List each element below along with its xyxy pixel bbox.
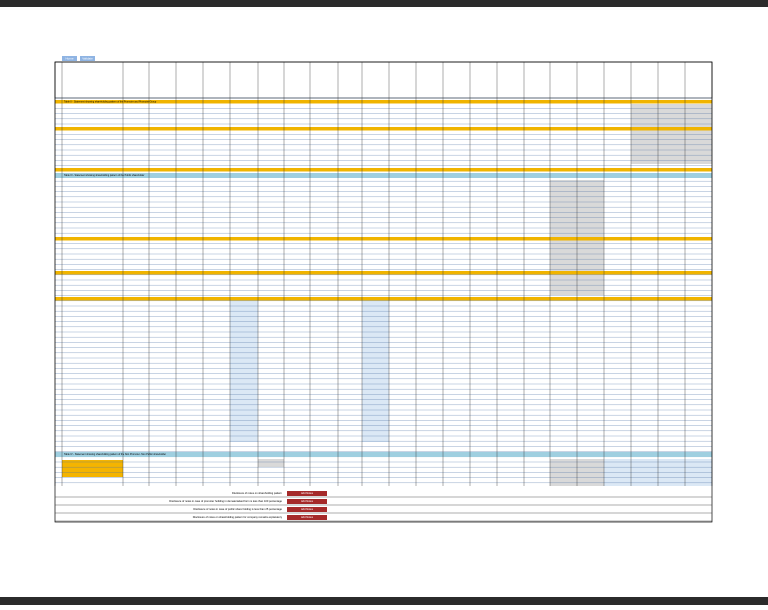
button-label[interactable]: Home (65, 56, 73, 60)
section-band (55, 297, 712, 301)
section-title: Table II - Statement showing shareholdin… (64, 100, 157, 103)
home-button[interactable] (62, 56, 77, 61)
section-band (55, 173, 712, 178)
shaded-column (362, 297, 389, 442)
section-title: Table IV - Statement showing shareholdin… (64, 453, 166, 456)
validate-button[interactable] (80, 56, 95, 61)
section-title: Table III - Statement showing shareholdi… (64, 174, 145, 177)
button-label[interactable]: Add Notes (301, 507, 314, 511)
section-band (55, 452, 712, 457)
top-bar (0, 0, 768, 7)
note-label: Disclosure of notes on shareholding patt… (193, 515, 283, 519)
section-band (55, 237, 712, 241)
section-band (55, 271, 712, 275)
highlight-cell (62, 460, 123, 477)
add-notes-button[interactable] (287, 515, 327, 520)
button-label[interactable]: Add Notes (301, 491, 314, 495)
button-label[interactable]: Add Notes (301, 499, 314, 503)
bottom-bar (0, 597, 768, 605)
table-border (54, 61, 713, 523)
section-band (55, 100, 712, 104)
sheet: Table II - Statement showing shareholdin… (54, 61, 713, 523)
note-label: Disclosure of notes in case of promoter … (169, 499, 282, 503)
button-label[interactable]: Add Notes (301, 515, 314, 519)
grey-block (258, 459, 284, 467)
add-notes-button[interactable] (287, 507, 327, 512)
grey-block (631, 104, 712, 164)
note-label: Disclosure of notes on shareholding patt… (232, 491, 283, 495)
note-label: Disclosure of notes in case of public sh… (193, 507, 282, 511)
add-notes-button[interactable] (287, 499, 327, 504)
section-band (55, 168, 712, 172)
section-band (55, 127, 712, 131)
add-notes-button[interactable] (287, 491, 327, 496)
button-label[interactable]: Validate (82, 56, 93, 60)
shaded-column (230, 297, 258, 442)
header (54, 61, 713, 99)
